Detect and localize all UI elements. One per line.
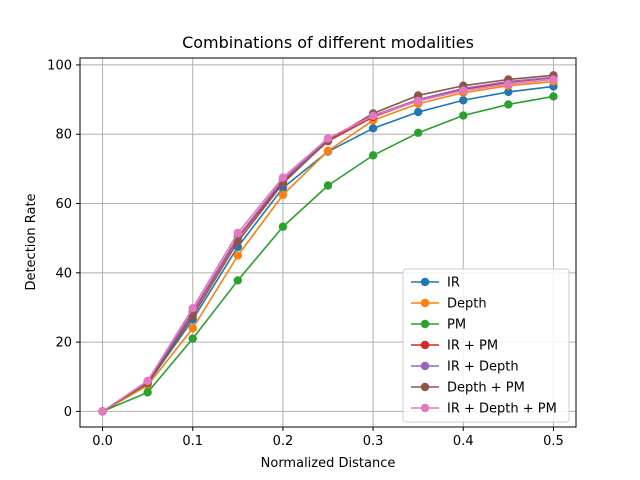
legend-marker bbox=[420, 382, 430, 392]
legend-label: IR + Depth + PM bbox=[447, 402, 557, 417]
data-point-ir-depth-pm bbox=[549, 75, 558, 84]
legend-item-depth-pm: Depth + PM bbox=[411, 381, 525, 396]
data-point-pm bbox=[459, 111, 468, 120]
data-point-ir-depth-pm bbox=[143, 376, 152, 386]
data-point-pm bbox=[278, 222, 288, 231]
legend-label: Depth bbox=[447, 297, 487, 312]
legend-marker bbox=[420, 403, 430, 413]
data-point-depth-pm bbox=[188, 311, 197, 321]
y-tick-label: 100 bbox=[47, 58, 72, 73]
y-axis-label: Detection Rate bbox=[24, 193, 39, 290]
x-tick-label: 0.0 bbox=[92, 434, 113, 449]
legend-label: PM bbox=[447, 318, 466, 333]
data-point-ir bbox=[504, 87, 513, 97]
data-point-ir-depth-pm bbox=[98, 407, 107, 416]
plot-area bbox=[98, 71, 558, 416]
legend-item-pm: PM bbox=[411, 318, 466, 333]
legend-item-ir-depth: IR + Depth bbox=[411, 360, 519, 375]
data-point-ir-depth-pm bbox=[459, 86, 468, 95]
legend-marker bbox=[420, 298, 430, 308]
data-point-pm bbox=[368, 151, 378, 160]
data-point-ir-depth-pm bbox=[413, 96, 423, 106]
data-point-pm bbox=[233, 276, 243, 285]
y-tick-label: 60 bbox=[55, 197, 72, 212]
legend-box bbox=[402, 268, 570, 423]
legend-item-depth: Depth bbox=[411, 297, 487, 312]
data-point-depth-pm bbox=[233, 237, 243, 246]
y-axis-ticks: 0 20 40 60 80 100 bbox=[47, 58, 80, 420]
data-point-ir bbox=[459, 96, 468, 105]
data-point-depth bbox=[323, 146, 333, 156]
data-point-ir-depth-pm bbox=[233, 228, 243, 238]
x-tick-label: 0.4 bbox=[453, 434, 474, 449]
legend-label: IR + Depth bbox=[447, 360, 519, 375]
x-tick-label: 0.1 bbox=[182, 434, 203, 449]
data-point-ir-depth-pm bbox=[278, 173, 288, 182]
legend-marker bbox=[420, 361, 430, 371]
legend-marker bbox=[420, 340, 430, 350]
legend: IR Depth PM IR + PM IR + Depth Depth + PM IR +… bbox=[402, 268, 570, 423]
plot-frame bbox=[79, 57, 577, 428]
legend-label: Depth + PM bbox=[447, 381, 525, 396]
legend-marker bbox=[420, 277, 430, 287]
data-point-pm bbox=[323, 181, 333, 190]
data-point-ir-depth-pm bbox=[504, 79, 513, 89]
data-point-ir bbox=[413, 107, 423, 117]
data-point-pm bbox=[143, 388, 152, 397]
legend-item-ir: IR bbox=[411, 276, 460, 291]
y-tick-label: 20 bbox=[55, 336, 72, 351]
chart-title: Combinations of different modalities bbox=[182, 33, 474, 52]
x-tick-label: 0.3 bbox=[363, 434, 384, 449]
legend-marker bbox=[420, 319, 430, 329]
legend-label: IR + PM bbox=[447, 339, 498, 354]
data-point-depth bbox=[278, 190, 288, 200]
data-point-pm bbox=[549, 92, 558, 101]
legend-label: IR bbox=[447, 276, 460, 291]
data-point-depth bbox=[233, 251, 243, 260]
y-tick-label: 40 bbox=[55, 266, 72, 281]
legend-item-ir-pm: IR + PM bbox=[411, 339, 498, 354]
data-point-pm bbox=[504, 100, 513, 109]
x-axis-label: Normalized Distance bbox=[261, 456, 396, 471]
x-axis-ticks: 0.0 0.1 0.2 0.3 0.4 0.5 bbox=[92, 427, 564, 449]
x-tick-label: 0.5 bbox=[543, 434, 564, 449]
data-point-ir-depth-pm bbox=[323, 134, 333, 143]
data-point-ir bbox=[368, 124, 378, 133]
data-point-depth bbox=[188, 324, 197, 333]
y-tick-label: 80 bbox=[55, 128, 72, 143]
x-tick-label: 0.2 bbox=[273, 434, 294, 449]
legend-item-ir-depth-pm: IR + Depth + PM bbox=[411, 402, 557, 417]
data-point-ir-depth-pm bbox=[188, 303, 197, 313]
series-ir-depth-pm bbox=[98, 75, 558, 416]
data-point-pm bbox=[188, 334, 197, 343]
y-tick-label: 0 bbox=[64, 405, 72, 420]
data-point-ir-depth-pm bbox=[368, 111, 378, 121]
data-point-pm bbox=[413, 128, 423, 138]
